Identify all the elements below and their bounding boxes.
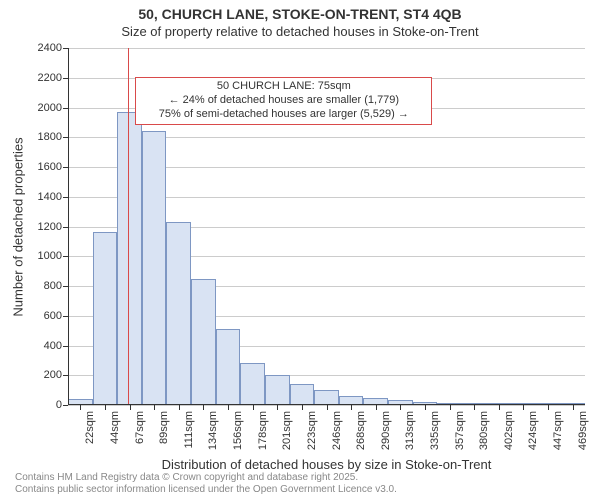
y-tick-label: 800 (44, 280, 68, 292)
x-tick-mark (376, 405, 377, 410)
y-tick-label: 1600 (38, 161, 68, 173)
x-tick-mark (130, 405, 131, 410)
y-tick-label: 1400 (38, 191, 68, 203)
x-tick-label: 178sqm (257, 405, 269, 450)
reference-line (128, 48, 129, 405)
histogram-bar (93, 232, 118, 405)
x-tick-mark (450, 405, 451, 410)
x-tick-mark (277, 405, 278, 410)
x-tick-mark (105, 405, 106, 410)
x-tick-label: 357sqm (454, 405, 466, 450)
y-axis-line (68, 48, 69, 405)
x-tick-label: 313sqm (404, 405, 416, 450)
y-tick-label: 200 (44, 369, 68, 381)
x-tick-mark (228, 405, 229, 410)
histogram-bar (240, 363, 265, 405)
y-tick-label: 0 (56, 399, 68, 411)
histogram-bar (142, 131, 167, 405)
x-tick-label: 89sqm (158, 405, 170, 444)
gridline (68, 48, 585, 49)
x-tick-mark (327, 405, 328, 410)
y-tick-label: 1000 (38, 250, 68, 262)
x-tick-label: 156sqm (232, 405, 244, 450)
histogram-bar (166, 222, 191, 405)
histogram-bar (265, 375, 290, 405)
x-tick-label: 380sqm (478, 405, 490, 450)
x-tick-mark (154, 405, 155, 410)
x-tick-label: 223sqm (306, 405, 318, 450)
x-tick-mark (499, 405, 500, 410)
x-tick-label: 201sqm (281, 405, 293, 450)
x-tick-mark (302, 405, 303, 410)
x-tick-mark (573, 405, 574, 410)
annotation-line-2: ← 24% of detached houses are smaller (1,… (140, 94, 427, 108)
chart-container: 50, CHURCH LANE, STOKE-ON-TRENT, ST4 4QB… (0, 0, 600, 500)
x-tick-mark (253, 405, 254, 410)
x-tick-label: 111sqm (183, 405, 195, 449)
histogram-bar (314, 390, 339, 405)
x-tick-mark (523, 405, 524, 410)
y-tick-label: 1200 (38, 221, 68, 233)
annotation-box: 50 CHURCH LANE: 75sqm← 24% of detached h… (135, 77, 432, 124)
y-tick-label: 1800 (38, 131, 68, 143)
x-tick-mark (400, 405, 401, 410)
x-tick-label: 335sqm (429, 405, 441, 450)
x-tick-label: 44sqm (109, 405, 121, 444)
x-axis-title: Distribution of detached houses by size … (162, 457, 492, 472)
x-tick-label: 424sqm (527, 405, 539, 450)
y-tick-label: 2400 (38, 42, 68, 54)
annotation-line-3: 75% of semi-detached houses are larger (… (140, 108, 427, 122)
plot-area: 0200400600800100012001400160018002000220… (68, 48, 585, 405)
y-tick-label: 600 (44, 310, 68, 322)
chart-subtitle: Size of property relative to detached ho… (0, 24, 600, 40)
y-axis-title: Number of detached properties (11, 137, 26, 316)
x-tick-label: 469sqm (577, 405, 589, 450)
annotation-line-1: 50 CHURCH LANE: 75sqm (140, 80, 427, 94)
footnote-line-2: Contains public sector information licen… (15, 484, 397, 496)
chart-title: 50, CHURCH LANE, STOKE-ON-TRENT, ST4 4QB (0, 0, 600, 24)
x-tick-mark (351, 405, 352, 410)
x-tick-mark (425, 405, 426, 410)
y-tick-label: 2200 (38, 72, 68, 84)
x-tick-mark (474, 405, 475, 410)
x-tick-label: 134sqm (207, 405, 219, 450)
x-tick-label: 447sqm (552, 405, 564, 450)
x-tick-mark (548, 405, 549, 410)
x-tick-label: 402sqm (503, 405, 515, 450)
y-tick-label: 2000 (38, 102, 68, 114)
histogram-bar (290, 384, 315, 405)
x-tick-label: 22sqm (84, 405, 96, 444)
x-tick-mark (203, 405, 204, 410)
y-tick-label: 400 (44, 340, 68, 352)
x-tick-mark (179, 405, 180, 410)
histogram-bar (117, 112, 142, 405)
histogram-bar (191, 279, 216, 405)
x-tick-label: 67sqm (134, 405, 146, 444)
x-axis-line (68, 404, 585, 405)
x-tick-mark (80, 405, 81, 410)
x-tick-label: 268sqm (355, 405, 367, 450)
footnote-line-1: Contains HM Land Registry data © Crown c… (15, 472, 358, 484)
x-tick-label: 246sqm (331, 405, 343, 450)
x-tick-label: 290sqm (380, 405, 392, 450)
histogram-bar (216, 329, 241, 405)
